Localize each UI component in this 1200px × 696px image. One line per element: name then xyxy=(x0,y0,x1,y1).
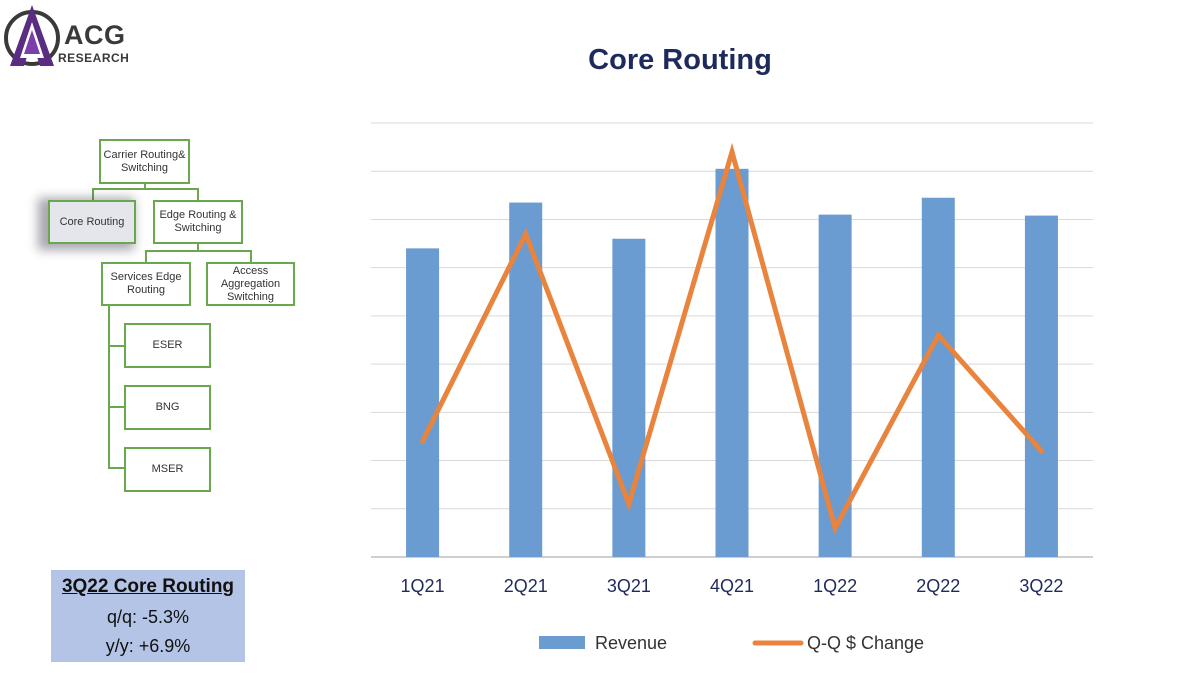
tree-connector xyxy=(108,406,125,408)
tree-connector xyxy=(108,306,110,469)
x-tick-label-2q21: 2Q21 xyxy=(504,576,548,596)
x-tick-label-3q21: 3Q21 xyxy=(607,576,651,596)
tree-connector xyxy=(145,250,147,262)
tree-connector xyxy=(92,188,198,190)
chart-legend: Revenue Q-Q $ Change xyxy=(539,633,924,653)
tree-connector xyxy=(108,345,125,347)
legend-revenue-label: Revenue xyxy=(595,633,667,653)
x-tick-label-3q22: 3Q22 xyxy=(1019,576,1063,596)
summary-title: 3Q22 Core Routing xyxy=(61,576,235,597)
page-title: Core Routing xyxy=(588,44,772,76)
tree-connector xyxy=(145,250,251,252)
tree-node-mser: MSER xyxy=(124,447,211,492)
tree-node-edge-routing: Edge Routing & Switching xyxy=(153,200,243,244)
logo-subtitle-text: RESEARCH xyxy=(58,51,130,65)
tree-node-carrier-routing: Carrier Routing& Switching xyxy=(99,139,190,184)
summary-box: 3Q22 Core Routing q/q: -5.3% y/y: +6.9% xyxy=(51,570,245,662)
qq-change-line xyxy=(420,142,1044,535)
summary-qq-change: q/q: -5.3% xyxy=(106,607,190,627)
acg-logo: ACG RESEARCH xyxy=(2,2,142,68)
x-tick-label-2q22: 2Q22 xyxy=(916,576,960,596)
tree-connector xyxy=(197,188,199,200)
x-axis-tick-labels: 1Q21 2Q21 3Q21 4Q21 1Q22 2Q22 3Q22 xyxy=(401,576,1064,596)
tree-connector xyxy=(197,244,199,251)
logo-mark-icon xyxy=(4,5,60,66)
revenue-bar-2q22 xyxy=(921,197,955,557)
tree-connector xyxy=(108,467,125,469)
tree-connector xyxy=(92,188,94,200)
tree-node-access-aggregation: Access Aggregation Switching xyxy=(206,262,295,306)
x-tick-label-1q21: 1Q21 xyxy=(401,576,445,596)
tree-node-bng: BNG xyxy=(124,385,211,430)
tree-node-services-edge-routing: Services Edge Routing xyxy=(101,262,191,306)
revenue-bar-1q21 xyxy=(406,248,440,557)
logo-brand-text: ACG xyxy=(64,20,126,50)
tree-node-core-routing: Core Routing xyxy=(48,200,136,244)
revenue-bar-1q22 xyxy=(818,214,852,557)
legend-qq-change-label: Q-Q $ Change xyxy=(807,633,924,653)
legend-revenue-swatch xyxy=(539,636,585,649)
tree-node-eser: ESER xyxy=(124,323,211,368)
x-tick-label-4q21: 4Q21 xyxy=(710,576,754,596)
tree-connector xyxy=(250,250,252,262)
revenue-bar-4q21 xyxy=(715,168,749,558)
summary-yy-change: y/y: +6.9% xyxy=(105,636,191,656)
revenue-bar-3q22 xyxy=(1024,215,1058,557)
tree-connector xyxy=(144,183,146,189)
x-tick-label-1q22: 1Q22 xyxy=(813,576,857,596)
